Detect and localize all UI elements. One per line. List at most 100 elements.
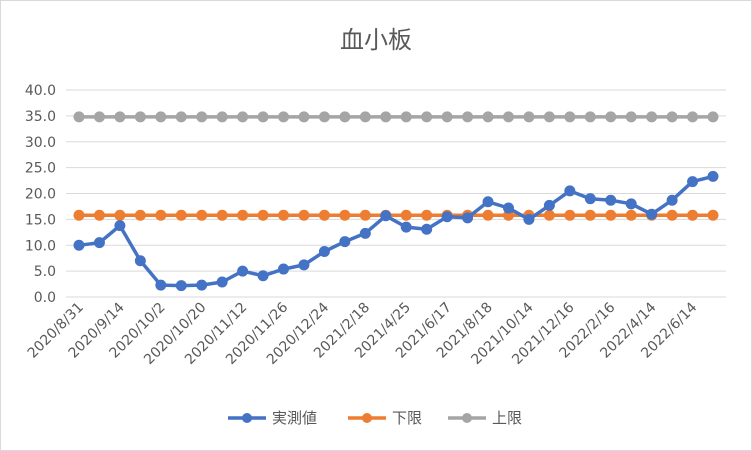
data-point [216, 111, 228, 123]
data-point [482, 111, 494, 123]
data-point [523, 111, 535, 123]
data-point [359, 111, 371, 123]
data-point [564, 209, 576, 221]
data-point [666, 111, 678, 123]
legend-marker [242, 413, 252, 423]
data-point [543, 111, 555, 123]
legend-marker [362, 413, 372, 423]
data-point [421, 111, 433, 123]
data-point [625, 111, 637, 123]
y-tick-label: 40.0 [25, 83, 56, 99]
data-point [584, 111, 596, 123]
data-point [400, 221, 412, 233]
data-point [359, 227, 371, 239]
data-point [687, 176, 699, 188]
data-point [625, 198, 637, 210]
data-point [400, 209, 412, 221]
data-point [359, 209, 371, 221]
data-point [73, 209, 85, 221]
data-point [666, 194, 678, 206]
data-point [257, 111, 269, 123]
data-point [380, 111, 392, 123]
legend-label: 上限 [492, 409, 522, 427]
data-point [237, 111, 249, 123]
data-point [564, 111, 576, 123]
data-point [339, 209, 351, 221]
data-point [584, 193, 596, 205]
data-point [421, 209, 433, 221]
data-point [318, 245, 330, 257]
data-point [707, 170, 719, 182]
y-tick-label: 15.0 [25, 212, 56, 228]
data-point [278, 111, 290, 123]
data-point [216, 209, 228, 221]
data-point [114, 111, 126, 123]
data-point [257, 209, 269, 221]
data-point [134, 255, 146, 267]
data-point [564, 185, 576, 197]
data-point [196, 209, 208, 221]
data-point [523, 213, 535, 225]
data-point [114, 209, 126, 221]
data-point [175, 280, 187, 292]
data-point [462, 111, 474, 123]
data-point [278, 263, 290, 275]
data-point [114, 220, 126, 232]
chart-title: 血小板 [340, 26, 412, 54]
data-point [298, 209, 310, 221]
data-point [339, 111, 351, 123]
data-point [237, 209, 249, 221]
data-point [175, 209, 187, 221]
data-point [196, 279, 208, 291]
data-point [605, 194, 617, 206]
data-point [339, 236, 351, 248]
data-point [73, 111, 85, 123]
y-tick-label: 35.0 [25, 109, 56, 125]
data-point [441, 111, 453, 123]
legend-label: 下限 [392, 409, 422, 427]
data-point [646, 208, 658, 220]
data-point [605, 111, 617, 123]
data-point [73, 239, 85, 251]
data-point [707, 209, 719, 221]
data-point [216, 276, 228, 288]
data-point [237, 265, 249, 277]
data-point [543, 209, 555, 221]
data-point [646, 111, 658, 123]
data-point [421, 223, 433, 235]
y-tick-label: 10.0 [25, 238, 56, 254]
legend-marker [462, 413, 472, 423]
data-point [318, 209, 330, 221]
y-tick-label: 0.0 [34, 290, 56, 306]
data-point [298, 111, 310, 123]
legend-label: 実測値 [272, 409, 317, 427]
series-line-0 [78, 174, 714, 288]
data-point [278, 209, 290, 221]
data-point [687, 111, 699, 123]
data-point [134, 209, 146, 221]
y-tick-label: 25.0 [25, 161, 56, 177]
data-point [134, 111, 146, 123]
data-point [462, 212, 474, 224]
data-point [93, 111, 105, 123]
data-point [666, 209, 678, 221]
data-point [257, 270, 269, 282]
data-point [605, 209, 617, 221]
y-tick-label: 5.0 [34, 264, 56, 280]
data-point [93, 237, 105, 249]
data-point [584, 209, 596, 221]
y-tick-label: 20.0 [25, 187, 56, 203]
data-point [155, 209, 167, 221]
data-point [93, 209, 105, 221]
data-point [687, 209, 699, 221]
data-point [196, 111, 208, 123]
data-point [482, 196, 494, 208]
data-point [298, 259, 310, 271]
data-point [441, 211, 453, 223]
data-point [502, 111, 514, 123]
data-point [155, 279, 167, 291]
data-point [318, 111, 330, 123]
data-point [543, 199, 555, 211]
data-point [482, 209, 494, 221]
